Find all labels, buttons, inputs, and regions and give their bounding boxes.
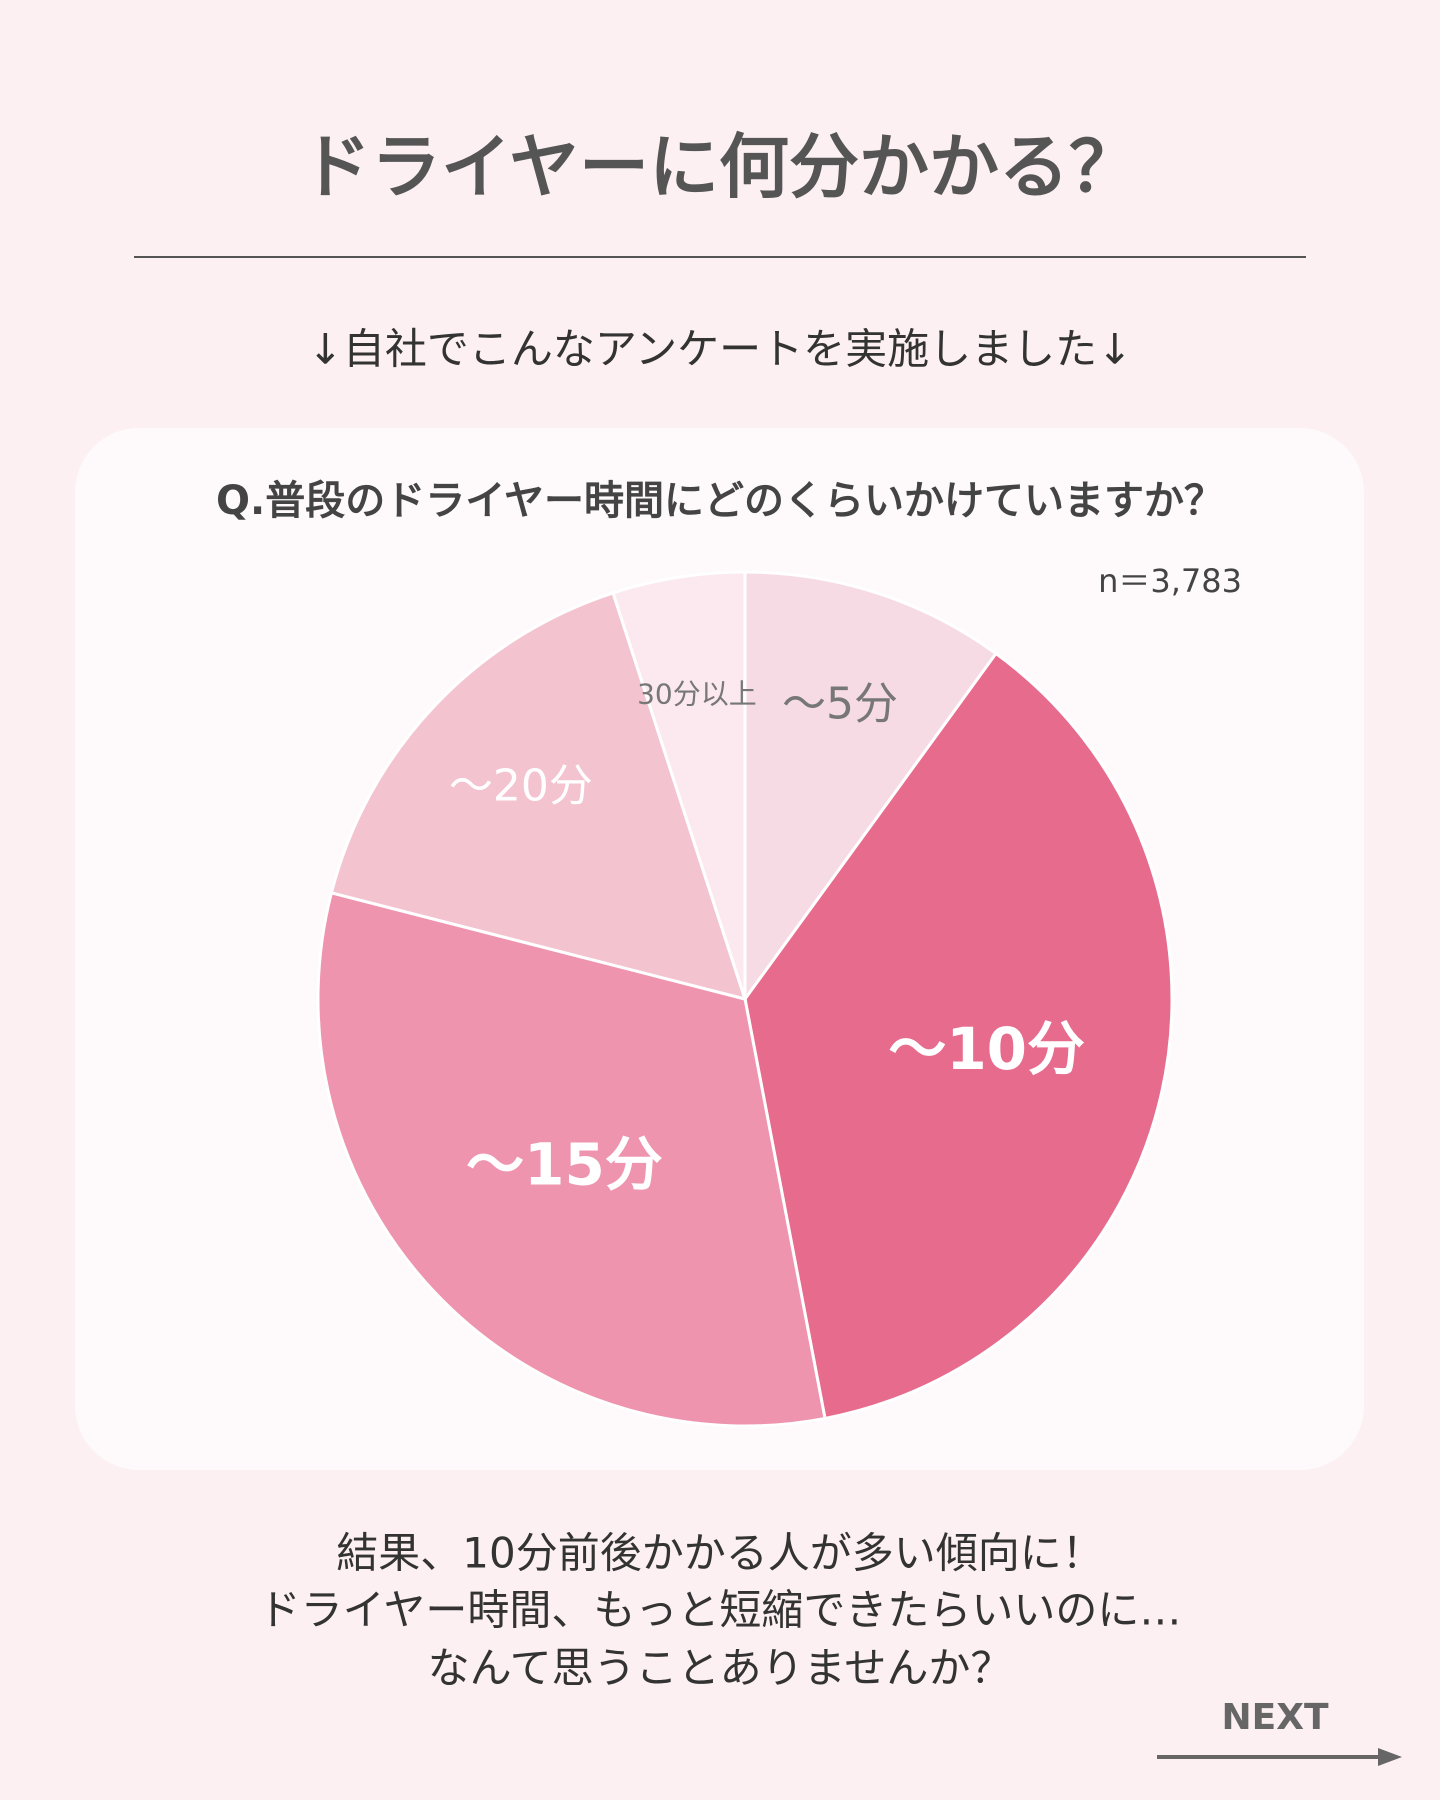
next-button[interactable]: NEXT [1221, 1697, 1328, 1738]
slice-label: ～20分 [449, 761, 593, 812]
slice-label: ～15分 [466, 1131, 663, 1199]
page-title: ドライヤーに何分かかる？ [301, 126, 1139, 208]
pie: ～5分 ～10分 ～15分 ～20分 30分以上 [316, 570, 1174, 1428]
pie-slice [743, 651, 1174, 1421]
footer-line: ドライヤー時間、もっと短縮できたらいいのに… [259, 1586, 1182, 1635]
sample-size: n＝3,783 [1098, 562, 1242, 600]
chart-title: Q.普段のドライヤー時間にどのくらいかけていますか？ [216, 478, 1224, 524]
next-arrow-head [1378, 1748, 1402, 1766]
slice-label: ～10分 [888, 1015, 1085, 1083]
slice-label: 30分以上 [637, 677, 757, 710]
footer-line: なんて思うことありませんか？ [428, 1644, 1013, 1693]
pie-slice [329, 591, 748, 1002]
pie-slice [611, 570, 747, 1000]
subtitle: ↓自社でこんなアンケートを実施しました↓ [308, 325, 1133, 374]
footer-line: 結果、10分前後かかる人が多い傾向に！ [336, 1529, 1103, 1578]
slice-label: ～5分 [782, 679, 898, 730]
pie-slice [743, 570, 999, 1004]
pie-slice [316, 890, 827, 1428]
